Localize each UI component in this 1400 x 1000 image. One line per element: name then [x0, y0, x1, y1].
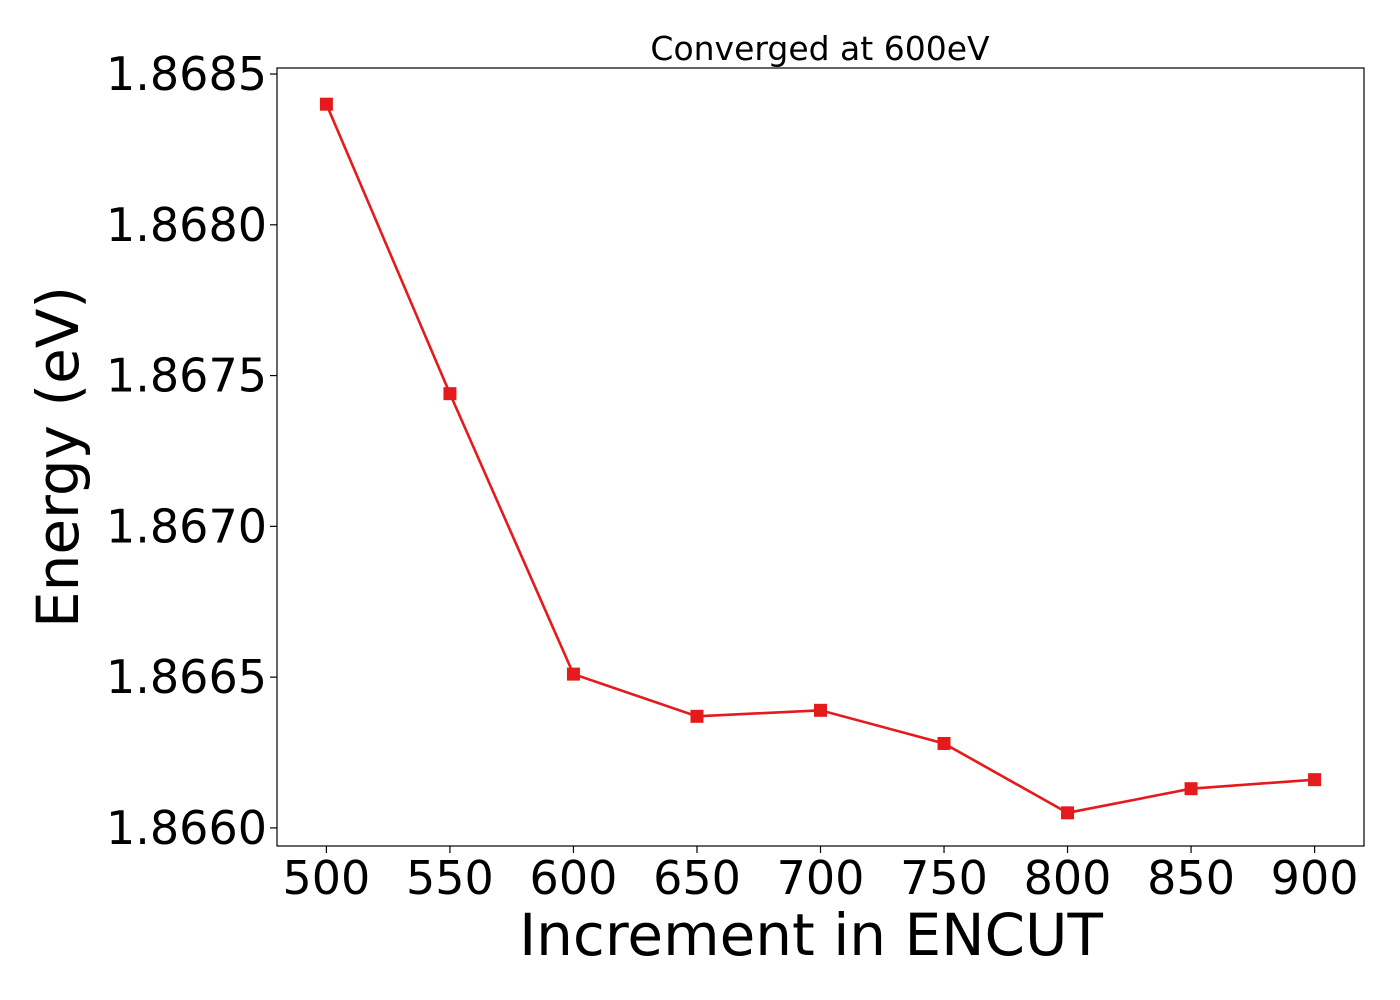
x-axis-title: Increment in ENCUT: [519, 901, 1103, 969]
x-tick-label: 650: [653, 851, 741, 905]
x-tick-label: 550: [406, 851, 494, 905]
y-tick-label: 1.8675: [106, 349, 267, 403]
y-axis-title: Energy (eV): [24, 286, 92, 628]
x-tick-label: 900: [1271, 851, 1359, 905]
data-point-marker: [1184, 782, 1198, 796]
x-tick-label: 800: [1024, 851, 1112, 905]
x-tick-label: 500: [283, 851, 371, 905]
x-tick-label: 600: [530, 851, 618, 905]
x-tick-label: 850: [1147, 851, 1235, 905]
y-tick-label: 1.8665: [106, 650, 267, 704]
data-point-marker: [1061, 806, 1075, 820]
data-point-marker: [937, 736, 951, 750]
data-point-marker: [814, 703, 827, 717]
y-axis-ticks: 1.8660 1.8665 1.8670 1.8675 1.8680 1.8685: [106, 47, 277, 855]
x-axis-ticks: 500 550 600 650 700 750 800 850 900: [283, 846, 1359, 905]
y-tick-label: 1.8685: [106, 47, 267, 101]
data-point-marker: [1308, 773, 1322, 787]
y-tick-label: 1.8670: [106, 499, 267, 553]
y-tick-label: 1.8660: [106, 801, 267, 855]
chart-title: Converged at 600eV: [650, 29, 990, 68]
y-tick-label: 1.8680: [106, 198, 267, 252]
data-point-marker: [319, 97, 333, 111]
x-tick-label: 750: [900, 851, 988, 905]
series-group: [319, 97, 1322, 820]
data-point-marker: [566, 667, 580, 681]
x-tick-label: 700: [777, 851, 865, 905]
plot-area-frame: [276, 67, 1365, 847]
data-point-marker: [443, 387, 457, 401]
data-point-marker: [690, 709, 704, 723]
